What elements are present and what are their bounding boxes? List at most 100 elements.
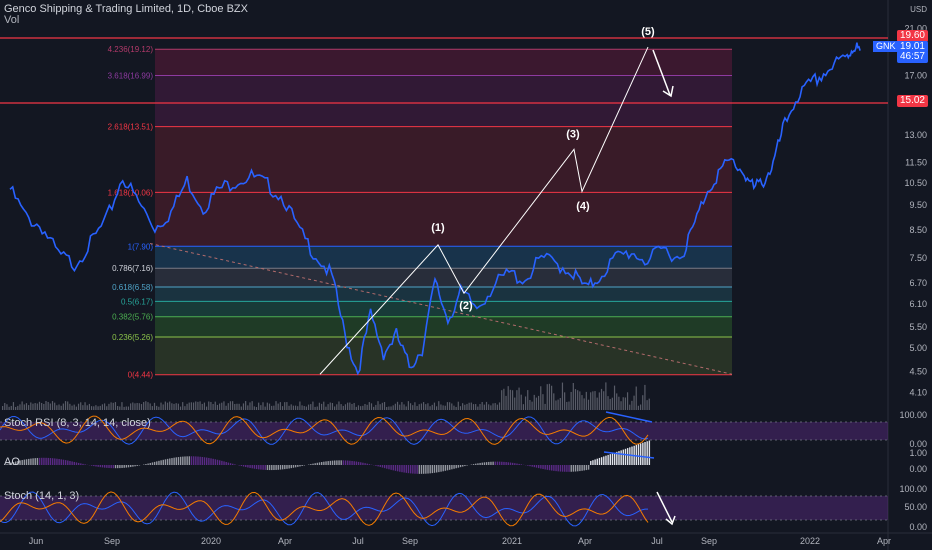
- stoch-label: Stoch (14, 1, 3): [4, 490, 80, 502]
- volume-bar: [134, 403, 136, 410]
- volume-bar: [234, 403, 236, 410]
- volume-bar: [555, 400, 557, 410]
- ao-bar: [605, 455, 607, 465]
- volume-bar: [75, 406, 77, 410]
- ao-bar: [310, 464, 312, 465]
- ao-bar: [481, 462, 483, 465]
- ao-bar: [95, 465, 97, 467]
- ao-bar: [23, 459, 26, 465]
- ao-bar: [134, 465, 136, 467]
- ao-bar: [8, 463, 10, 465]
- volume-bar: [216, 404, 219, 410]
- ao-bar: [64, 460, 67, 465]
- stoch-rsi-divergence-line: [605, 411, 653, 423]
- ao-bar: [425, 465, 427, 474]
- price-axis-tick: 5.50: [909, 322, 927, 332]
- ao-bar: [281, 465, 284, 470]
- ao-bar: [299, 465, 301, 467]
- fib-level-label: 4.236(19.12): [108, 45, 154, 54]
- volume-bar: [364, 403, 366, 410]
- volume-bar: [197, 401, 199, 410]
- volume-bar: [379, 404, 381, 410]
- ao-bar: [47, 457, 49, 465]
- volume-bar: [442, 405, 444, 410]
- ao-bar: [316, 462, 319, 465]
- time-axis-tick: Jun: [29, 536, 44, 546]
- volume-bar: [396, 401, 399, 410]
- ao-bar: [136, 465, 138, 466]
- ao-bar: [626, 448, 629, 465]
- volume-bar: [38, 401, 41, 410]
- ao-bar: [570, 465, 572, 472]
- stoch-rsi-band: [0, 422, 888, 440]
- volume-bar: [88, 403, 90, 410]
- ao-bar: [537, 465, 540, 469]
- ao-bar: [114, 465, 117, 469]
- volume-bar: [281, 406, 284, 410]
- volume-bar: [121, 402, 123, 410]
- volume-bar: [201, 403, 203, 410]
- ao-bar: [635, 445, 638, 465]
- volume-bar: [466, 403, 468, 410]
- ao-bar: [175, 457, 177, 465]
- ao-bar: [516, 463, 518, 465]
- volume-bar: [518, 387, 520, 410]
- ao-bar: [479, 462, 481, 465]
- volume-bar: [299, 401, 301, 410]
- volume-bar: [585, 391, 587, 410]
- volume-bar: [307, 404, 310, 410]
- volume-bar: [462, 403, 464, 410]
- ao-bar: [357, 461, 360, 465]
- volume-bar: [574, 389, 577, 410]
- volume-bar: [95, 405, 97, 410]
- volume-bar: [225, 405, 227, 410]
- volume-bar: [498, 402, 501, 410]
- ao-bar: [418, 465, 421, 474]
- ao-bar: [288, 465, 290, 469]
- volume-bar: [386, 406, 388, 410]
- ao-bar: [99, 465, 102, 468]
- ao-bar: [409, 465, 412, 474]
- ao-bar: [533, 465, 536, 468]
- volume-bar: [551, 385, 553, 410]
- ao-bar: [529, 465, 531, 467]
- ao-bar: [477, 463, 479, 465]
- volume-bar: [67, 401, 69, 410]
- price-axis-tick: 21.00: [904, 23, 927, 33]
- symbol-tag: GNK: [873, 41, 899, 52]
- volume-bar: [331, 402, 334, 410]
- ao-bar: [622, 449, 625, 465]
- volume-bar: [203, 402, 206, 410]
- volume-bar: [535, 397, 538, 410]
- ao-bar: [583, 465, 585, 471]
- volume-bar: [338, 401, 340, 410]
- ao-bar: [119, 465, 121, 469]
- volume-bar: [611, 397, 613, 410]
- ao-bar: [507, 462, 510, 465]
- volume-bar: [440, 404, 442, 410]
- volume-bar: [505, 395, 507, 410]
- volume-bar: [401, 402, 403, 410]
- volume-bar: [594, 391, 596, 410]
- ao-bar: [472, 464, 475, 465]
- volume-bar: [362, 405, 364, 410]
- ao-bar: [338, 460, 340, 465]
- volume-bar: [368, 402, 370, 410]
- volume-bar: [485, 401, 488, 410]
- ao-bar: [12, 462, 15, 465]
- volume-bar: [15, 406, 17, 410]
- volume-bar: [262, 402, 264, 410]
- ao-bar: [394, 465, 397, 471]
- ao-bar: [169, 458, 171, 465]
- ao-bar: [362, 462, 364, 465]
- ao-bar: [331, 460, 334, 465]
- time-axis-tick: Apr: [877, 536, 891, 546]
- ao-bar: [125, 465, 128, 468]
- ao-bar: [383, 465, 386, 469]
- ao-bar: [566, 465, 568, 472]
- elliott-wave-line: [319, 46, 649, 375]
- ao-bar: [396, 465, 399, 472]
- ao-bar: [314, 463, 316, 465]
- fib-level-label: 0.382(5.76): [112, 313, 153, 322]
